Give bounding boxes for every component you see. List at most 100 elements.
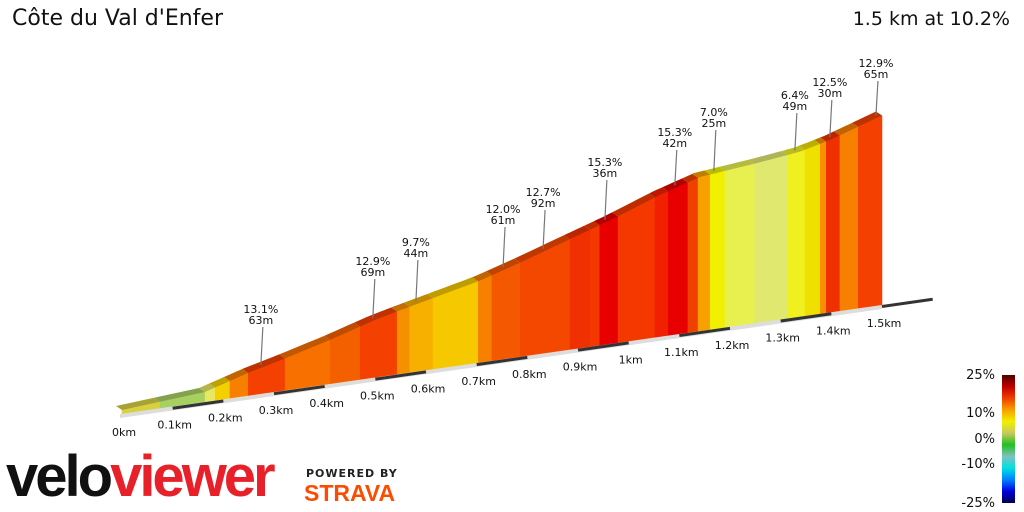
annotation-length: 36m [593, 167, 618, 180]
annotation-length: 69m [360, 266, 385, 279]
grade-segment-ridge [681, 173, 699, 183]
annotation-leader-line [542, 209, 546, 249]
annotation-length: 44m [404, 247, 429, 260]
x-tick-label: 1km [619, 353, 643, 366]
legend-label: 10% [966, 406, 995, 421]
annotation-leader-line [502, 226, 506, 268]
grade-legend: 25% 10% 0% -10% -25% [961, 368, 1015, 511]
distance-band [172, 399, 224, 410]
annotation-length: 25m [701, 117, 726, 130]
annotation-leader-line [829, 99, 833, 138]
grade-segment [709, 170, 726, 330]
annotation-grade: 15.3% [587, 156, 622, 169]
annotation-length: 30m [817, 87, 842, 100]
annotation-length: 49m [783, 100, 808, 113]
grade-segment-ridge [209, 377, 230, 388]
grade-segment-ridge [704, 166, 725, 175]
x-tick-label: 0km [112, 426, 136, 439]
grade-segment [654, 190, 669, 338]
grade-segment [857, 115, 883, 309]
grade-segment-ridge [427, 277, 479, 299]
grade-segment-ridge [403, 294, 434, 307]
grade-segment-ridge [692, 170, 711, 178]
x-tick-label: 0.6km [411, 382, 446, 395]
legend-label: 0% [974, 432, 995, 447]
annotation-grade: 7.0% [700, 106, 728, 119]
grade-segment [754, 154, 789, 324]
powered-by-label: POWERED BY [306, 467, 398, 480]
x-tick-label: 0.7km [461, 375, 496, 388]
grade-segment-ridge [242, 354, 286, 373]
annotation-grade: 9.7% [402, 236, 430, 249]
legend-label: -10% [961, 457, 995, 472]
grade-segment-ridge [718, 159, 755, 171]
x-tick-label: 1.4km [816, 324, 851, 337]
annotation-leader-line [604, 179, 608, 220]
grade-segment-ridge [748, 150, 788, 164]
distance-band [375, 370, 427, 381]
distance-band [476, 355, 528, 367]
distance-band [780, 312, 832, 323]
grade-segment [569, 229, 591, 351]
grade-segment [409, 297, 434, 374]
annotation-length: 65m [864, 68, 889, 81]
annotation-leader-line [875, 80, 879, 116]
grade-segment-ridge [472, 271, 492, 282]
grade-segment [396, 306, 411, 375]
logo-text: viewer [110, 444, 276, 509]
distance-band [273, 384, 325, 396]
grade-segment-ridge [649, 187, 669, 198]
grade-segment [819, 141, 827, 315]
grade-segment [599, 215, 619, 346]
x-tick-label: 1.1km [664, 346, 699, 359]
x-tick-label: 1.5km [867, 317, 902, 330]
annotation-leader-line [260, 326, 264, 366]
annotation-grade: 12.5% [812, 76, 847, 89]
x-tick-label: 0.1km [157, 419, 192, 432]
x-tick-label: 0.2km [208, 411, 243, 424]
annotation-leader-line [415, 259, 419, 302]
annotation-grade: 12.9% [858, 57, 893, 70]
annotation-leader-line [372, 278, 376, 319]
annotation-grade: 6.4% [781, 89, 809, 102]
legend-colorbar [1002, 375, 1015, 503]
grade-segment-ridge [798, 139, 821, 150]
grade-segment-ridge [833, 122, 859, 136]
annotation-leader-line [794, 112, 798, 151]
grade-segment-ridge [593, 212, 619, 226]
grade-segment [687, 177, 699, 334]
x-tick-label: 0.3km [259, 404, 294, 417]
annotation-length: 61m [491, 214, 516, 227]
grade-segment-ridge [354, 307, 398, 327]
grade-segment [804, 143, 821, 317]
annotation-grade: 12.7% [526, 186, 561, 199]
grade-segment [724, 163, 756, 328]
annotation-grade: 13.1% [243, 303, 278, 316]
distance-band [577, 341, 629, 352]
strava-logo[interactable]: STRAVA [304, 480, 396, 506]
grade-segment [697, 174, 711, 332]
annotation-grade: 12.0% [486, 203, 521, 216]
annotation-leader-line [713, 129, 717, 172]
grade-segment-ridge [781, 145, 805, 155]
x-tick-label: 1.2km [715, 339, 750, 352]
legend-label: 25% [966, 368, 995, 383]
legend-label: -25% [961, 496, 995, 511]
grade-segment [667, 182, 689, 336]
grade-segment-ridge [584, 221, 600, 230]
veloviewer-logo[interactable]: veloviewer [6, 448, 276, 506]
annotation-grade: 12.9% [355, 255, 390, 268]
grade-segment-ridge [199, 383, 216, 392]
annotation-length: 42m [662, 137, 687, 150]
logo-text: velo [6, 444, 113, 509]
annotation-leader-line [674, 149, 678, 186]
grade-segment [477, 274, 493, 364]
grade-segment [617, 197, 656, 344]
grade-segment-ridge [116, 397, 160, 410]
grade-segment [491, 262, 521, 362]
x-tick-label: 0.5km [360, 390, 395, 403]
segment-summary: 1.5 km at 10.2% [852, 8, 1010, 30]
x-tick-label: 0.8km [512, 368, 547, 381]
x-tick-label: 1.3km [765, 332, 800, 345]
grade-segment-ridge [324, 322, 361, 340]
